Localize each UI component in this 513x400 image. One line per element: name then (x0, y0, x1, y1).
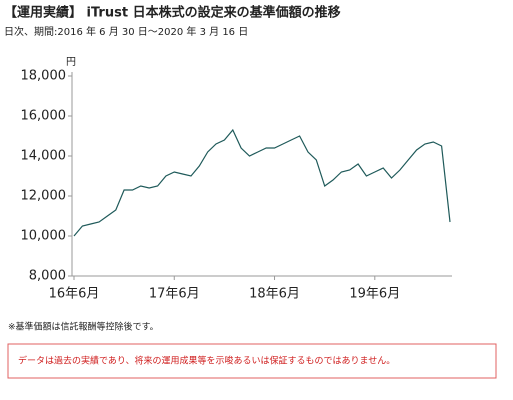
chart-subtitle: 日次、期間:2016 年 6 月 30 日～2020 年 3 月 16 日 (4, 25, 248, 38)
disclaimer-box (7, 343, 497, 379)
disclaimer: データは過去の実績であり、将来の運用成果等を示唆あるいは保証するものではありませ… (18, 355, 395, 367)
y-tick-label: 10,000 (21, 229, 67, 244)
chart-title: 【運用実績】 iTrust 日本株式の設定来の基準価額の推移 (4, 5, 341, 21)
x-tick-label: 17年6月 (149, 287, 200, 302)
line-series (73, 128, 451, 237)
y-tick-label: 12,000 (21, 189, 67, 204)
x-tick-label: 16年6月 (49, 287, 100, 302)
x-tick-label: 19年6月 (349, 287, 400, 302)
y-tick-label: 14,000 (21, 149, 67, 164)
note: ※基準価額は信託報酬等控除後です。 (8, 321, 159, 333)
x-tick-label: 18年6月 (249, 287, 300, 302)
y-tick-label: 16,000 (21, 109, 67, 124)
y-tick-label: 8,000 (29, 269, 66, 284)
y-unit: 円 (66, 57, 76, 68)
y-tick-label: 18,000 (21, 69, 67, 84)
